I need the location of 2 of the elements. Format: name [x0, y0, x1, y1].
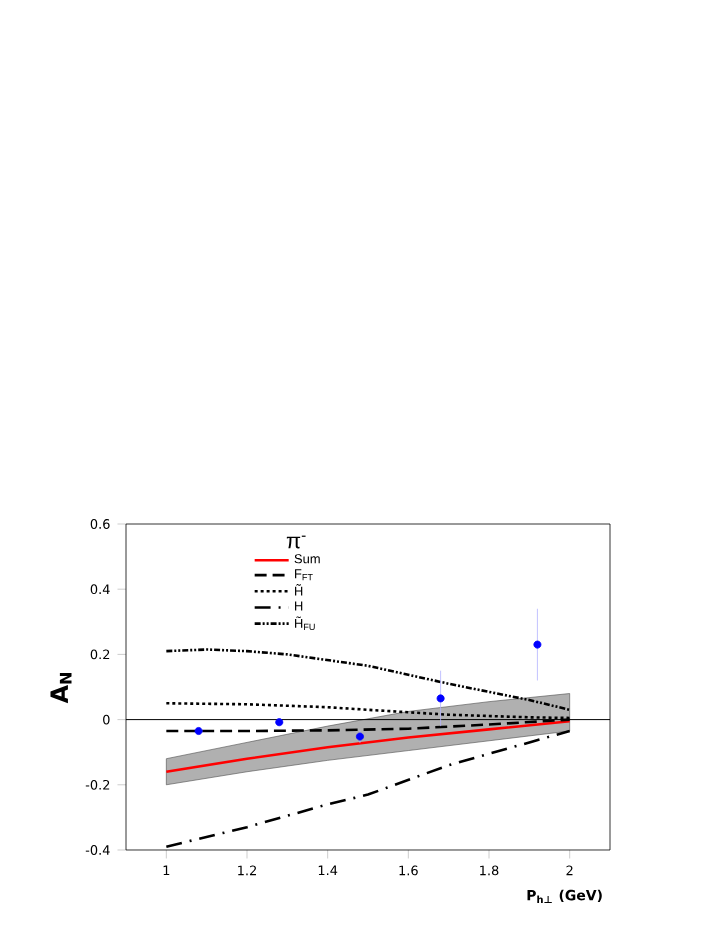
- y-axis-title: A$_{N}$: [50, 673, 72, 704]
- legend-title: π$^{-}$: [286, 535, 306, 549]
